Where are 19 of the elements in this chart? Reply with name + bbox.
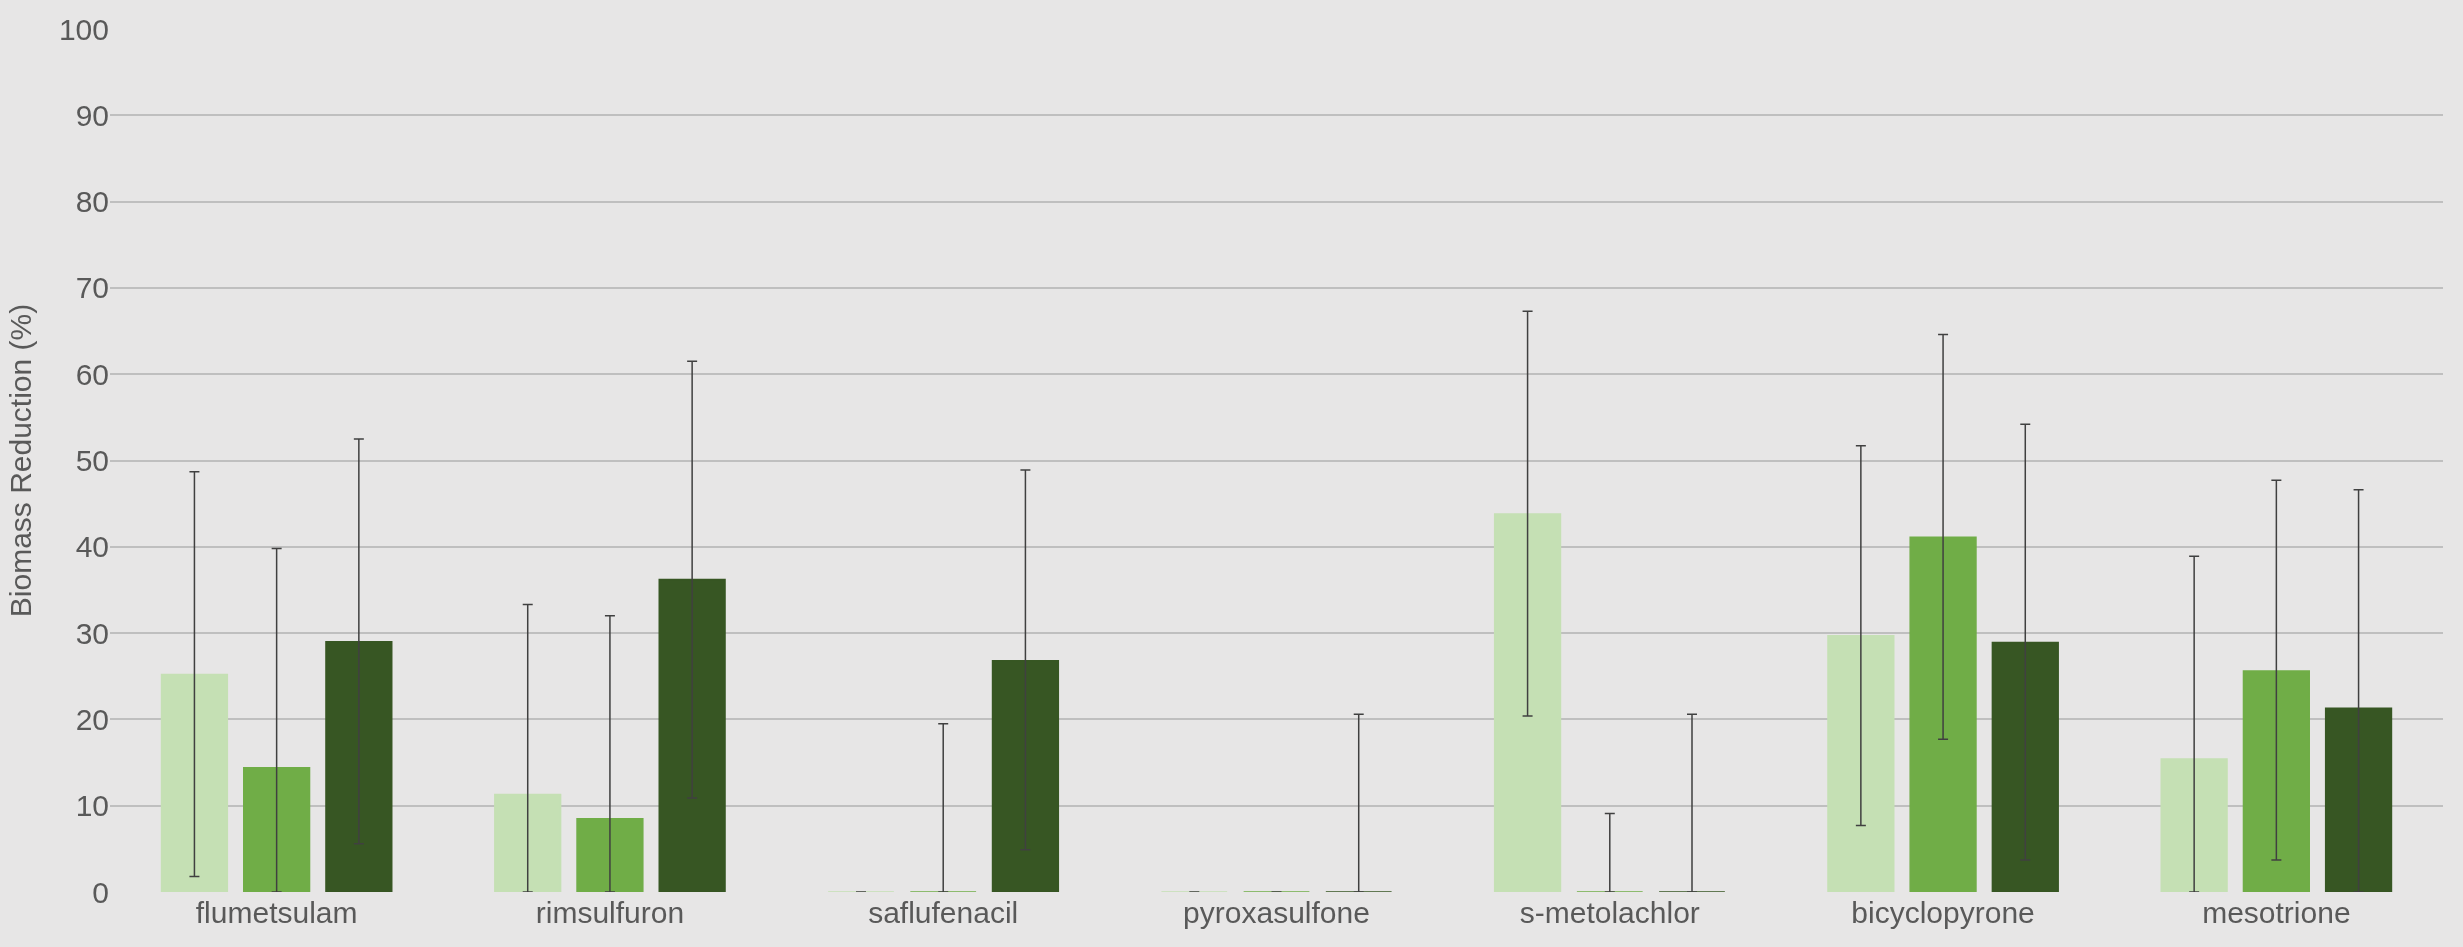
y-tick-label: 100 bbox=[58, 12, 109, 46]
y-tick-label: 50 bbox=[75, 444, 109, 477]
y-tick-label: 70 bbox=[75, 271, 109, 305]
x-tick-label: saflufenacil bbox=[868, 896, 1019, 929]
x-tick-label: bicyclopyrone bbox=[1851, 896, 2035, 929]
y-tick-label: 30 bbox=[75, 616, 109, 650]
y-axis-title: Biomass Reduction (%) bbox=[3, 303, 37, 618]
y-tick-label: 60 bbox=[75, 357, 109, 391]
y-tick-label: 0 bbox=[92, 875, 109, 909]
x-tick-label: pyroxasulfone bbox=[1183, 896, 1370, 929]
x-tick-label: mesotrione bbox=[2202, 896, 2351, 929]
y-tick-label: 90 bbox=[75, 98, 109, 132]
x-tick-label: flumetsulam bbox=[195, 896, 358, 929]
y-tick-label: 40 bbox=[75, 530, 109, 564]
x-tick-label: rimsulfuron bbox=[535, 896, 685, 929]
y-tick-label: 10 bbox=[75, 789, 109, 823]
y-tick-label: 20 bbox=[75, 702, 109, 736]
x-tick-label: s-metolachlor bbox=[1519, 896, 1700, 929]
y-tick-label: 80 bbox=[75, 185, 109, 219]
